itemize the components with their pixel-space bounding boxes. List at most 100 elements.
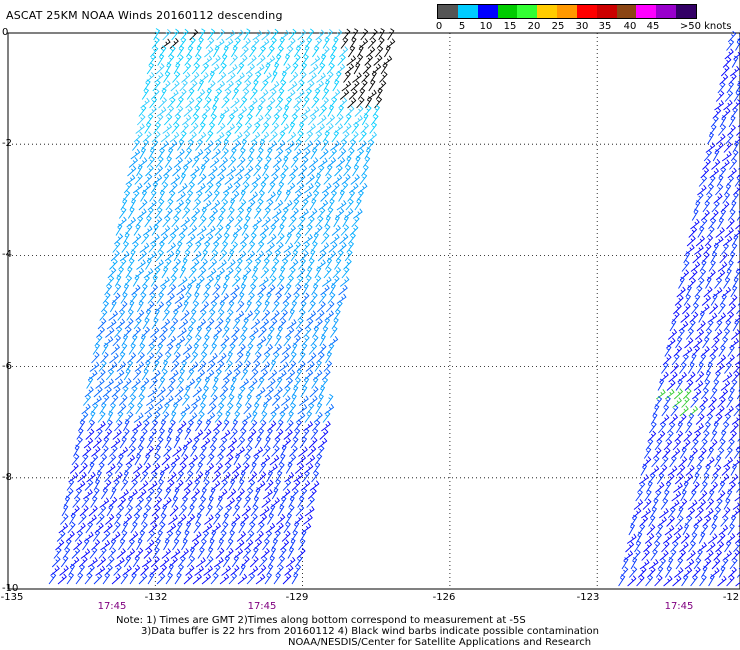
wind-barb [728, 73, 737, 85]
wind-barb [729, 337, 740, 349]
wind-barb [198, 402, 206, 415]
wind-barb [167, 377, 176, 389]
wind-barb [692, 252, 702, 264]
wind-barb [104, 564, 113, 576]
wind-barb [249, 368, 259, 381]
wind-barb [303, 326, 312, 338]
wind-barb [733, 540, 740, 553]
wind-barb [311, 376, 319, 389]
wind-barb [226, 351, 233, 364]
wind-barb [89, 453, 99, 466]
wind-barb [240, 325, 248, 338]
wind-barb [282, 200, 293, 211]
wind-barb [129, 198, 137, 211]
wind-barb [212, 96, 220, 109]
wind-barb [304, 36, 313, 49]
wind-barb [97, 411, 106, 423]
wind-barb [200, 249, 209, 262]
wind-barb [243, 402, 252, 415]
wind-barb [700, 481, 708, 493]
wind-barb [220, 147, 229, 160]
wind-barb [235, 446, 246, 457]
wind-barb [655, 482, 665, 493]
wind-barb [280, 300, 290, 313]
wind-barb [116, 361, 127, 372]
wind-barb [733, 404, 740, 417]
wind-barb [306, 215, 315, 228]
wind-barb [105, 327, 115, 338]
wind-barb [285, 275, 295, 287]
wind-barb [293, 377, 302, 389]
wind-barb [137, 529, 146, 542]
wind-barb [713, 236, 724, 247]
wind-barb [270, 216, 280, 228]
wind-barb [141, 419, 150, 432]
wind-barb [736, 349, 740, 357]
wind-barb [218, 157, 229, 168]
wind-barb [188, 454, 199, 466]
wind-barb [282, 385, 291, 398]
wind-barb [267, 233, 277, 245]
wind-barb [93, 573, 103, 585]
wind-barb [309, 386, 319, 398]
wind-barb [309, 480, 320, 491]
wind-barb [263, 62, 271, 75]
wind-barb [170, 266, 179, 279]
wind-barb [267, 512, 275, 525]
wind-barb [204, 181, 214, 194]
wind-barb [180, 216, 191, 228]
wind-barb [172, 113, 182, 126]
wind-barb [669, 499, 680, 510]
wind-barb [181, 207, 191, 219]
wind-barb [188, 546, 196, 559]
wind-barb [640, 463, 648, 476]
wind-barb [272, 249, 281, 262]
wind-barb [621, 557, 629, 570]
wind-barb [169, 131, 180, 143]
wind-barb [122, 283, 130, 296]
wind-barb [298, 258, 307, 270]
wind-barb [259, 38, 270, 49]
wind-barb [663, 575, 673, 587]
wind-barb [302, 470, 310, 483]
wind-barb [140, 377, 150, 389]
wind-barb [203, 470, 210, 483]
wind-barb [645, 574, 654, 587]
wind-barb [216, 122, 226, 134]
wind-barb [709, 345, 719, 357]
map-title: ASCAT 25KM NOAA Winds 20160112 descendin… [6, 9, 283, 22]
wind-barb [384, 45, 391, 58]
wind-barb [314, 359, 322, 372]
wind-barb [174, 105, 184, 117]
wind-barb [206, 546, 214, 559]
wind-barb [225, 123, 236, 134]
wind-barb [143, 79, 151, 92]
wind-barb [294, 326, 303, 338]
wind-barb [106, 319, 117, 330]
wind-barb [130, 148, 141, 160]
wind-barb [145, 352, 155, 364]
wind-barb [86, 376, 94, 389]
wind-barb [123, 232, 130, 245]
wind-barb [101, 436, 110, 449]
wind-barb [189, 215, 198, 228]
wind-barb [168, 325, 176, 338]
wind-barb [226, 445, 236, 457]
wind-barb [208, 394, 218, 406]
wind-barb [191, 155, 200, 168]
wind-barb [151, 223, 159, 236]
wind-barb [233, 360, 243, 372]
wind-barb [171, 308, 179, 321]
wind-barb [347, 97, 357, 109]
wind-barb [137, 436, 145, 449]
wind-barb [653, 532, 662, 544]
wind-barb [721, 506, 731, 519]
wind-barb [286, 319, 297, 330]
wind-barb [734, 174, 740, 187]
wind-barb [239, 378, 250, 389]
wind-barb [726, 574, 735, 587]
wind-barb [730, 242, 738, 255]
wind-barb [145, 539, 155, 551]
legend-label: >50 knots [679, 21, 732, 32]
wind-barb [192, 478, 201, 491]
